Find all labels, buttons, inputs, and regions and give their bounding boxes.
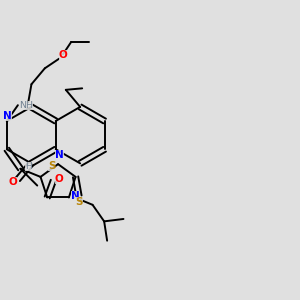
Text: S: S [48, 160, 55, 171]
Text: NH: NH [19, 101, 33, 110]
Text: N: N [3, 111, 12, 121]
Text: O: O [59, 50, 68, 60]
Text: S: S [75, 197, 83, 207]
Text: N: N [71, 191, 80, 201]
Text: O: O [55, 174, 64, 184]
Text: N: N [55, 150, 64, 160]
Text: O: O [8, 177, 17, 187]
Text: H: H [26, 162, 32, 171]
